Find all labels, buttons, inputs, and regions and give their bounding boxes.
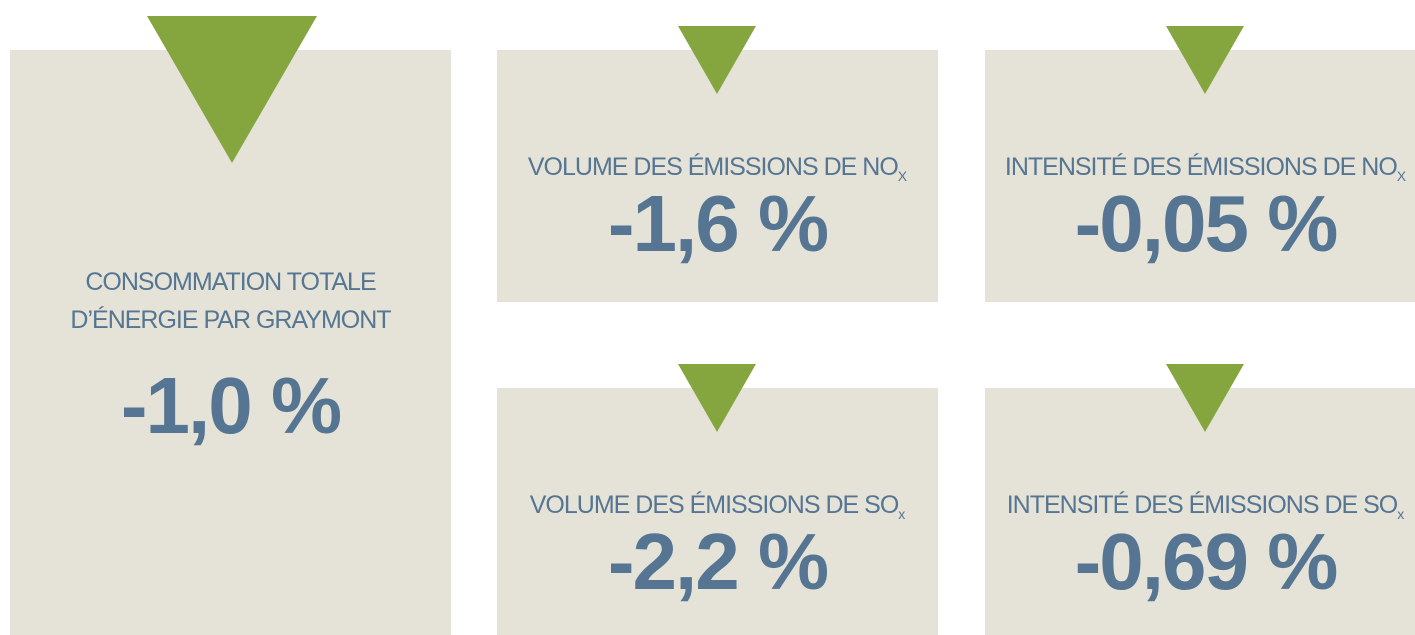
stat-label-text: INTENSITÉ DES ÉMISSIONS DE NO [1004, 153, 1398, 181]
stat-label-text: VOLUME DES ÉMISSIONS DE SO [529, 491, 900, 519]
stat-label: INTENSITÉ DES ÉMISSIONS DE SOx [985, 491, 1415, 522]
stat-label: VOLUME DES ÉMISSIONS DE SOx [497, 491, 938, 522]
main-triangle [147, 16, 317, 163]
stat-label: INTENSITÉ DES ÉMISSIONS DE NOX [985, 153, 1415, 184]
stat-label-sub: x [898, 506, 906, 522]
stat-card: INTENSITÉ DES ÉMISSIONS DE NOX -0,05 % [985, 50, 1415, 302]
stat-label-sub: X [1396, 168, 1407, 184]
stat-triangle [678, 364, 756, 432]
main-label-line2: D’ÉNERGIE PAR GRAYMONT [70, 306, 391, 334]
stat-label-sub: X [897, 168, 908, 184]
stat-label: VOLUME DES ÉMISSIONS DE NOX [497, 153, 938, 184]
main-value: -1,0 % [120, 361, 342, 450]
stat-triangle [1166, 26, 1244, 94]
main-label-line1: CONSOMMATION TOTALE [85, 268, 376, 296]
stat-triangle [1166, 364, 1244, 432]
stat-triangle [678, 26, 756, 94]
stat-value: -0,05 % [1074, 179, 1339, 268]
stat-value: -1,6 % [607, 179, 829, 268]
stat-label-text: INTENSITÉ DES ÉMISSIONS DE SO [1006, 491, 1399, 519]
stat-value: -2,2 % [607, 517, 829, 606]
stat-label-sub: x [1397, 506, 1405, 522]
stat-card: VOLUME DES ÉMISSIONS DE SOx -2,2 % [497, 388, 938, 635]
stat-label-text: VOLUME DES ÉMISSIONS DE NO [527, 153, 899, 181]
stat-value: -0,69 % [1074, 517, 1339, 606]
